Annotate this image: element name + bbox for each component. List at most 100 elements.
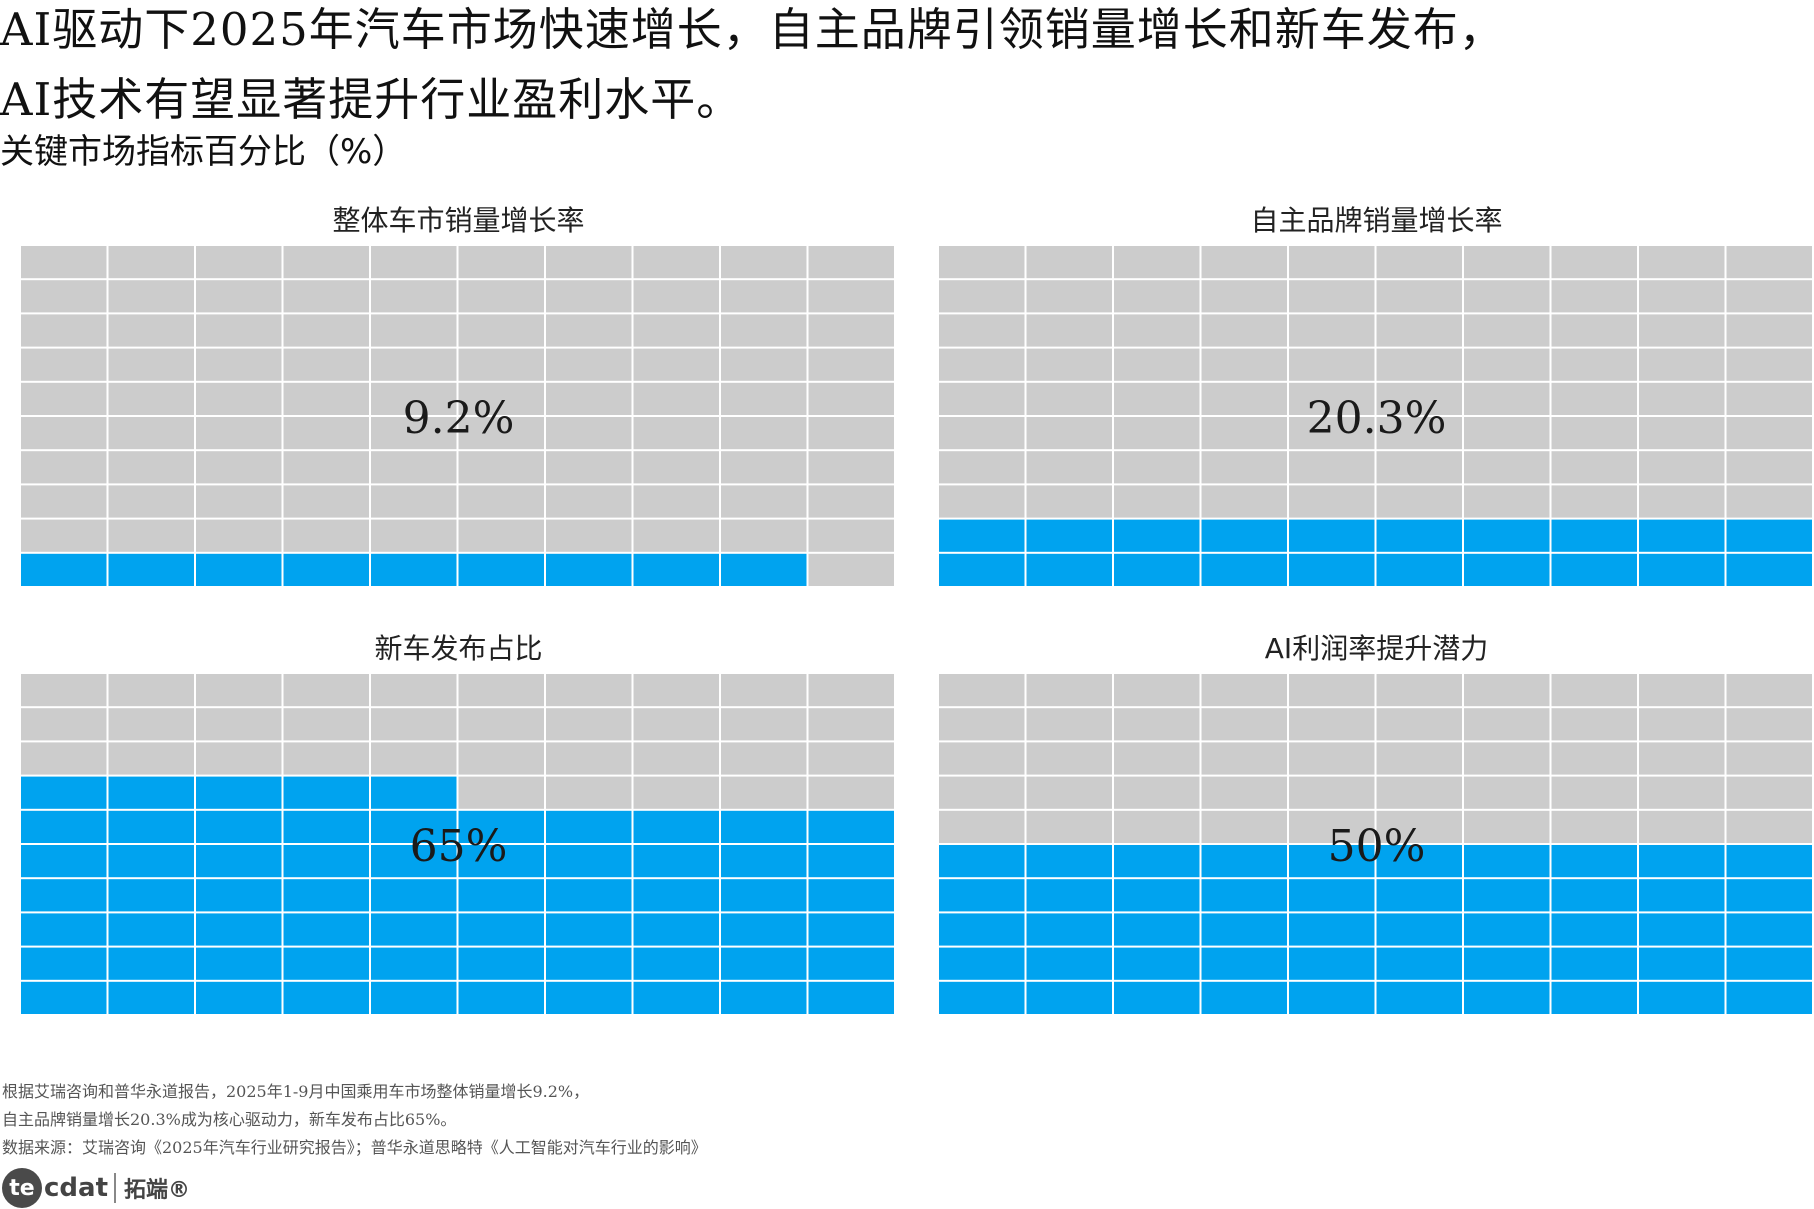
waffle-cell-empty <box>546 314 632 347</box>
waffle-cell-filled <box>1114 879 1200 912</box>
waffle-cell-empty <box>1201 451 1287 484</box>
waffle-cell-empty <box>808 280 894 313</box>
waffle-cell-empty <box>21 708 107 741</box>
waffle-cell-filled <box>1551 947 1637 980</box>
waffle-cell-empty <box>1289 417 1375 450</box>
waffle-cell-empty <box>1289 810 1375 843</box>
waffle-cell-empty <box>196 382 282 415</box>
waffle-cell-empty <box>283 246 369 279</box>
waffle-cell-empty <box>1376 417 1462 450</box>
waffle-cell-empty <box>458 742 544 775</box>
waffle-cell-empty <box>1726 314 1812 347</box>
waffle-cell-empty <box>458 280 544 313</box>
waffle-cell-empty <box>21 485 107 518</box>
chart-subtitle: 关键市场指标百分比（%） <box>0 132 407 172</box>
waffle-cell-empty <box>371 382 457 415</box>
waffle-cell-filled <box>458 845 544 878</box>
waffle-cell-filled <box>1464 519 1550 552</box>
waffle-cell-empty <box>283 417 369 450</box>
waffle-cell-empty <box>196 519 282 552</box>
waffle-cell-empty <box>458 674 544 707</box>
waffle-cell-empty <box>1289 382 1375 415</box>
waffle-cell-filled <box>1376 913 1462 946</box>
footer-notes: 根据艾瑞咨询和普华永道报告，2025年1-9月中国乘用车市场整体销量增长9.2%… <box>2 1078 707 1162</box>
waffle-title: AI利润率提升潜力 <box>1265 632 1488 665</box>
waffle-cell-empty <box>1289 708 1375 741</box>
footer-source: 数据来源：艾瑞咨询《2025年汽车行业研究报告》；普华永道思略特《人工智能对汽车… <box>2 1138 707 1157</box>
waffle-cell-filled <box>371 776 457 809</box>
waffle-cell-empty <box>21 382 107 415</box>
waffle-title: 新车发布占比 <box>374 632 542 665</box>
waffle-cell-filled <box>1289 553 1375 586</box>
waffle-cell-empty <box>939 348 1025 381</box>
waffle-cell-empty <box>1639 810 1725 843</box>
waffle-cell-empty <box>1026 674 1112 707</box>
waffle-cell-empty <box>283 314 369 347</box>
waffle-cell-filled <box>108 776 194 809</box>
waffle-cell-filled <box>1639 519 1725 552</box>
waffle-cell-empty <box>808 519 894 552</box>
waffle-cell-empty <box>1726 451 1812 484</box>
waffle-cell-empty <box>1201 382 1287 415</box>
waffle-cell-filled <box>108 810 194 843</box>
waffle-cell-empty <box>283 382 369 415</box>
waffle-cell-empty <box>458 417 544 450</box>
waffle-cell-filled <box>108 947 194 980</box>
waffle-cell-empty <box>21 674 107 707</box>
waffle-cell-filled <box>283 981 369 1014</box>
waffle-cell-empty <box>458 314 544 347</box>
waffle-cell-empty <box>1201 485 1287 518</box>
waffle-cell-filled <box>1114 947 1200 980</box>
waffle-cell-empty <box>1026 485 1112 518</box>
waffle-cell-filled <box>1289 981 1375 1014</box>
waffle-cell-empty <box>1376 810 1462 843</box>
waffle-cell-empty <box>1289 674 1375 707</box>
waffle-cell-empty <box>1376 451 1462 484</box>
waffle-cell-empty <box>1201 708 1287 741</box>
waffle-cell-empty <box>633 742 719 775</box>
waffle-cell-empty <box>1114 485 1200 518</box>
waffle-cell-empty <box>458 708 544 741</box>
waffle-cell-filled <box>1464 879 1550 912</box>
waffle-cell-empty <box>1464 246 1550 279</box>
waffle-cell-empty <box>1376 314 1462 347</box>
waffle-cell-empty <box>1464 417 1550 450</box>
waffle-cell-filled <box>1639 845 1725 878</box>
waffle-cell-filled <box>1464 553 1550 586</box>
waffle-cell-empty <box>1114 674 1200 707</box>
waffle-cell-filled <box>1726 913 1812 946</box>
waffle-cell-empty <box>1726 280 1812 313</box>
waffle-cell-empty <box>808 451 894 484</box>
waffle-cell-empty <box>939 417 1025 450</box>
waffle-cell-empty <box>458 451 544 484</box>
waffle-cell-filled <box>371 947 457 980</box>
waffle-cell-filled <box>458 879 544 912</box>
waffle-cell-empty <box>458 519 544 552</box>
waffle-cell-empty <box>1376 348 1462 381</box>
waffle-cell-empty <box>1201 314 1287 347</box>
waffle-cell-empty <box>1114 742 1200 775</box>
waffle-cell-empty <box>546 382 632 415</box>
waffle-cell-empty <box>1201 348 1287 381</box>
waffle-cell-empty <box>633 708 719 741</box>
waffle-cell-filled <box>1289 947 1375 980</box>
waffle-cell-filled <box>108 879 194 912</box>
waffle-cell-empty <box>721 280 807 313</box>
waffle-cell-empty <box>371 742 457 775</box>
waffle-cell-empty <box>1201 776 1287 809</box>
waffle-cell-filled <box>1201 519 1287 552</box>
waffle-cell-filled <box>371 913 457 946</box>
waffle-cell-filled <box>808 981 894 1014</box>
waffle-cell-filled <box>1114 553 1200 586</box>
waffle-cell-filled <box>1639 913 1725 946</box>
waffle-cell-filled <box>1376 845 1462 878</box>
waffle-cell-filled <box>1289 913 1375 946</box>
waffle-cell-filled <box>108 913 194 946</box>
waffle-cell-empty <box>1114 246 1200 279</box>
waffle-cell-empty <box>1026 280 1112 313</box>
waffle-cell-filled <box>808 845 894 878</box>
waffle-cell-empty <box>458 485 544 518</box>
waffle-cell-filled <box>1464 947 1550 980</box>
waffle-cell-empty <box>939 776 1025 809</box>
waffle-cell-filled <box>458 553 544 586</box>
